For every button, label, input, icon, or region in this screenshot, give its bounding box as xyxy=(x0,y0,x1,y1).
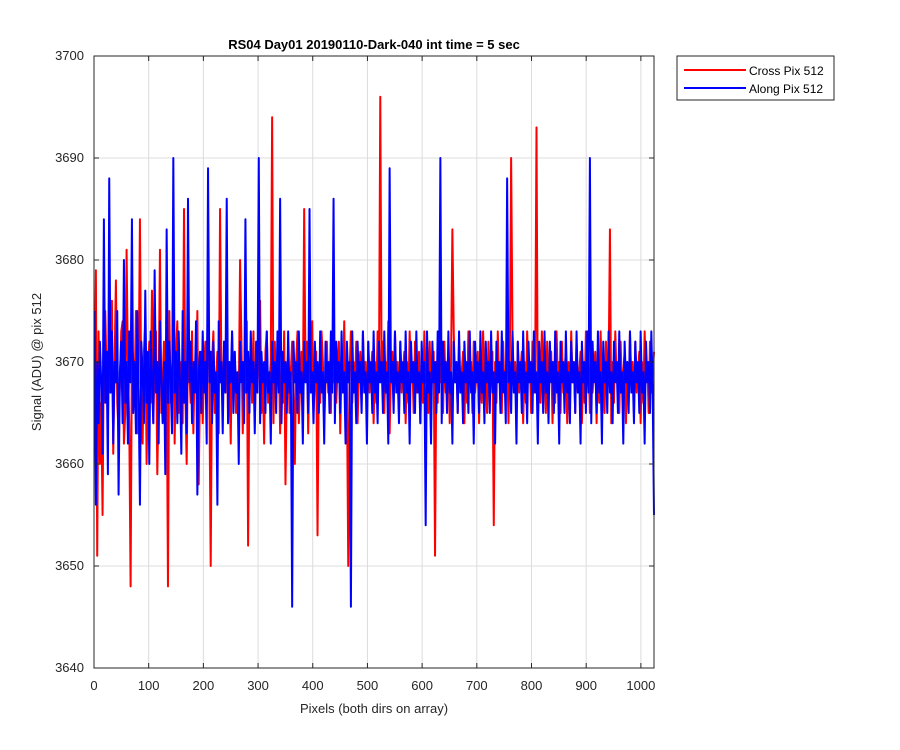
y-tick-label: 3660 xyxy=(55,456,84,471)
x-tick-label: 700 xyxy=(466,678,488,693)
chart-title: RS04 Day01 20190110-Dark-040 int time = … xyxy=(228,37,520,52)
y-axis-label: Signal (ADU) @ pix 512 xyxy=(29,293,44,431)
x-tick-label: 0 xyxy=(90,678,97,693)
legend: Cross Pix 512 Along Pix 512 xyxy=(676,55,835,101)
x-tick-label: 200 xyxy=(193,678,215,693)
series-layer xyxy=(93,95,655,608)
legend-box xyxy=(676,55,835,101)
y-tick-label: 3700 xyxy=(55,48,84,63)
y-tick-label: 3650 xyxy=(55,558,84,573)
x-axis-label: Pixels (both dirs on array) xyxy=(300,701,448,716)
legend-label-along: Along Pix 512 xyxy=(749,82,823,96)
x-tick-label: 100 xyxy=(138,678,160,693)
y-tick-label: 3690 xyxy=(55,150,84,165)
y-tick-label: 3680 xyxy=(55,252,84,267)
x-tick-label: 600 xyxy=(411,678,433,693)
x-tick-label: 400 xyxy=(302,678,324,693)
x-tick-label: 900 xyxy=(575,678,597,693)
series-line-along-pix-512 xyxy=(93,157,655,608)
x-tick-label: 1000 xyxy=(626,678,655,693)
x-axis-ticks: 0 100 200 300 400 500 600 700 800 900 1000 xyxy=(90,56,655,693)
x-tick-label: 300 xyxy=(247,678,269,693)
x-tick-label: 500 xyxy=(357,678,379,693)
legend-label-cross: Cross Pix 512 xyxy=(749,64,824,78)
y-tick-label: 3670 xyxy=(55,354,84,369)
x-tick-label: 800 xyxy=(521,678,543,693)
y-tick-label: 3640 xyxy=(55,660,84,675)
y-axis-ticks: 3640 3650 3660 3670 3680 3690 3700 xyxy=(55,48,654,675)
